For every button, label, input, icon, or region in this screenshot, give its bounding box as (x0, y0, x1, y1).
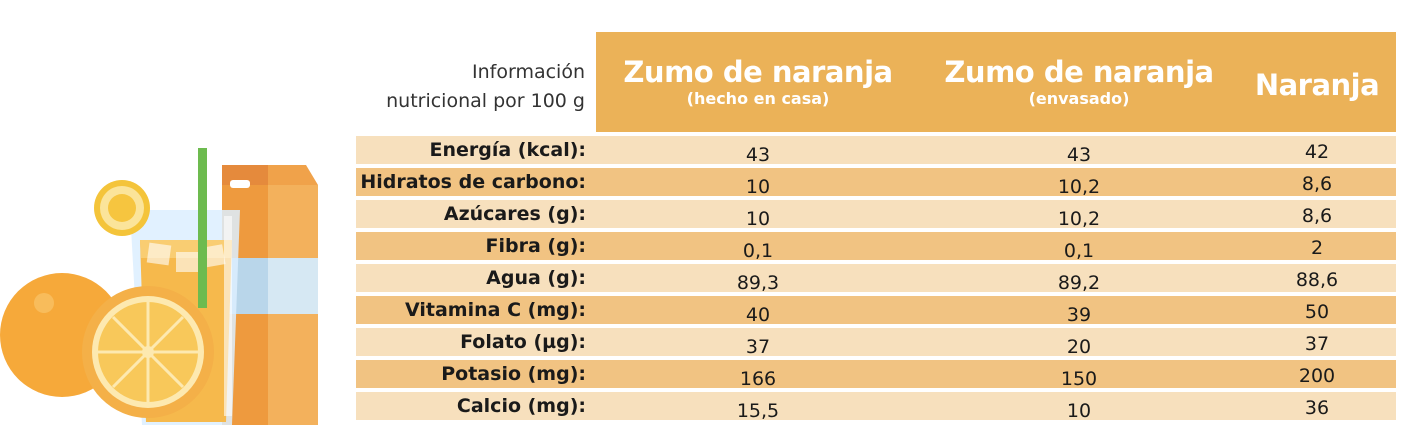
row-label: Potasio (mg): (441, 363, 586, 385)
column-header-orange: Naranja (1238, 32, 1396, 168)
row-label: Folato (µg): (460, 331, 586, 353)
value-homemade: 40 (745, 304, 771, 326)
table-row: Agua (g): 89,3 89,2 88,6 (356, 264, 1396, 294)
oranges-juice-illustration (0, 148, 318, 425)
value-packaged: 89,2 (1057, 272, 1101, 294)
value-packaged: 10 (1066, 400, 1092, 422)
value-orange: 37 (1304, 333, 1330, 355)
caption-line-2: nutricional por 100 g (386, 90, 585, 112)
value-homemade: 43 (745, 144, 771, 166)
table-row: Azúcares (g): 10 10,2 8,6 (356, 200, 1396, 230)
value-packaged: 39 (1066, 304, 1092, 326)
table-row: Potasio (mg): 166 150 200 (356, 360, 1396, 390)
column-subtitle: (envasado) (1028, 89, 1130, 108)
orange-slice-icon (94, 180, 150, 236)
table-caption: Información nutricional por 100 g (365, 58, 585, 116)
value-homemade: 0,1 (742, 240, 774, 262)
value-orange: 8,6 (1301, 205, 1333, 227)
column-title: Naranja (1254, 68, 1380, 102)
value-orange: 2 (1310, 237, 1324, 259)
row-label: Hidratos de carbono: (360, 171, 586, 193)
table-row: Fibra (g): 0,1 0,1 2 (356, 232, 1396, 262)
value-orange: 200 (1298, 365, 1336, 387)
row-label: Vitamina C (mg): (405, 299, 586, 321)
value-homemade: 37 (745, 336, 771, 358)
column-subtitle: (hecho en casa) (686, 89, 830, 108)
table-row: Hidratos de carbono: 10 10,2 8,6 (356, 168, 1396, 198)
column-header-homemade-juice: Zumo de naranja (hecho en casa) (596, 32, 920, 155)
caption-line-1: Información (472, 61, 585, 83)
value-packaged: 20 (1066, 336, 1092, 358)
value-packaged: 10,2 (1057, 176, 1101, 198)
nutrition-table-body: Energía (kcal): 43 43 42 Hidratos de car… (356, 136, 1396, 424)
straw-icon (198, 148, 207, 308)
table-row: Vitamina C (mg): 40 39 50 (356, 296, 1396, 326)
value-packaged: 0,1 (1063, 240, 1095, 262)
table-row: Folato (µg): 37 20 37 (356, 328, 1396, 358)
row-label: Fibra (g): (485, 235, 586, 257)
row-label: Agua (g): (486, 267, 586, 289)
value-packaged: 43 (1066, 144, 1092, 166)
row-label: Calcio (mg): (456, 395, 586, 417)
value-orange: 50 (1304, 301, 1330, 323)
value-packaged: 10,2 (1057, 208, 1101, 230)
value-orange: 36 (1304, 397, 1330, 419)
value-orange: 42 (1304, 141, 1330, 163)
value-homemade: 89,3 (736, 272, 780, 294)
row-label: Energía (kcal): (429, 139, 586, 161)
value-packaged: 150 (1060, 368, 1098, 390)
value-orange: 88,6 (1295, 269, 1339, 291)
column-title: Zumo de naranja (623, 55, 893, 89)
column-title: Zumo de naranja (944, 55, 1214, 89)
orange-half-icon (82, 286, 214, 418)
value-homemade: 10 (745, 208, 771, 230)
table-header: Zumo de naranja (hecho en casa) Zumo de … (596, 32, 1396, 132)
column-header-packaged-juice: Zumo de naranja (envasado) (920, 32, 1238, 155)
row-label: Azúcares (g): (443, 203, 586, 225)
value-homemade: 10 (745, 176, 771, 198)
value-homemade: 15,5 (736, 400, 780, 422)
value-homemade: 166 (739, 368, 777, 390)
table-row: Energía (kcal): 43 43 42 (356, 136, 1396, 166)
table-row: Calcio (mg): 15,5 10 36 (356, 392, 1396, 422)
value-orange: 8,6 (1301, 173, 1333, 195)
